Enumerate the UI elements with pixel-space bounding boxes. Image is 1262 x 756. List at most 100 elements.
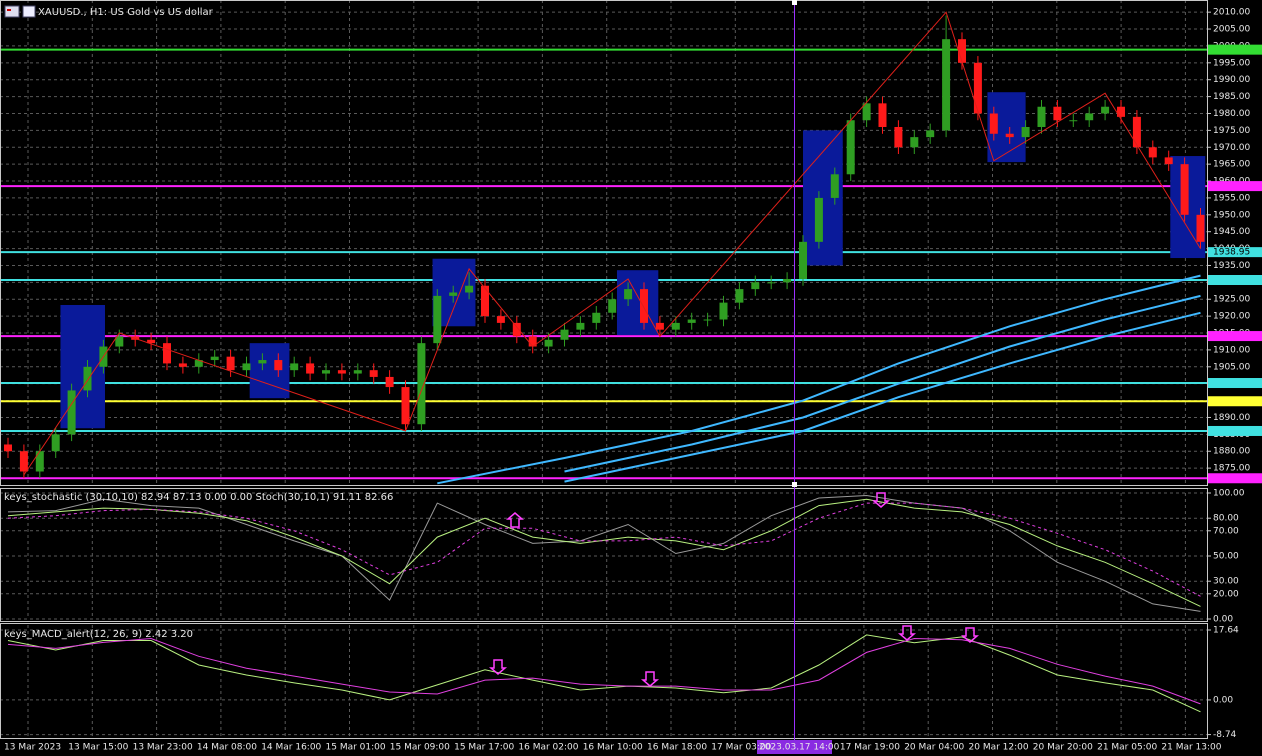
x-tick-label: 21 Mar 05:00 <box>1097 743 1157 753</box>
candle-body <box>147 339 156 344</box>
crosshair-label-bg <box>757 740 832 754</box>
y-tick-label: 1890.00 <box>1213 413 1250 423</box>
candle-body <box>67 390 76 435</box>
candle-body <box>1101 106 1110 114</box>
candle-body <box>608 299 617 313</box>
y-tick-label: 1945.00 <box>1213 227 1250 237</box>
candle-body <box>894 126 903 148</box>
x-tick-label: 14 Mar 16:00 <box>261 743 321 753</box>
chart-title: XAUUSD., H1: US Gold vs US dollar <box>38 7 214 18</box>
candle-body <box>401 387 410 425</box>
x-tick-label: 14 Mar 08:00 <box>197 743 257 753</box>
candle-body <box>528 336 537 347</box>
candle-body <box>942 39 951 131</box>
y-tick-label: 1880.00 <box>1213 447 1250 457</box>
arrow-down <box>640 671 660 687</box>
y-tick-label: 0.00 <box>1213 615 1233 625</box>
y-tick-label: 1905.00 <box>1213 362 1250 372</box>
candle-body <box>671 322 680 330</box>
x-tick-label: 13 Mar 23:00 <box>133 743 193 753</box>
x-tick-label: 13 Mar 2023 <box>4 743 61 753</box>
stochastic-panel-frame <box>0 488 1208 622</box>
candle-body <box>369 370 378 377</box>
candle-body <box>417 343 426 425</box>
window-icon[interactable] <box>22 5 36 18</box>
plot-layer <box>0 11 1207 713</box>
y-tick-label: 17.64 <box>1213 625 1239 635</box>
candle-body <box>703 319 712 321</box>
arrow-down <box>897 625 917 641</box>
candle-body <box>1132 116 1141 148</box>
y-tick-label: 1925.00 <box>1213 295 1250 305</box>
indicator-line <box>7 637 1201 705</box>
candle-body <box>353 370 362 374</box>
moving-average <box>564 294 1201 473</box>
candle-body <box>1005 133 1014 138</box>
indicator-line <box>7 634 1201 713</box>
candle-body <box>226 356 235 371</box>
moving-average <box>437 274 1201 485</box>
candle-body <box>433 295 442 344</box>
y-tick-label: 2010.00 <box>1213 8 1250 18</box>
x-tick-label: 17 Mar 03:00 <box>711 743 771 753</box>
price-level-tag <box>1208 331 1262 342</box>
x-tick-label: 16 Mar 10:00 <box>583 743 643 753</box>
candle-body <box>4 444 12 452</box>
candle-body <box>337 370 346 374</box>
candle-body <box>751 282 760 290</box>
y-tick-label: 1975.00 <box>1213 126 1250 136</box>
price-level-tag <box>1208 44 1262 55</box>
arrow-down <box>960 627 980 643</box>
zigzag-line <box>23 11 1201 476</box>
chart-icon[interactable] <box>4 5 20 18</box>
y-tick-label: 1935.00 <box>1213 261 1250 271</box>
candle-body <box>1148 147 1157 158</box>
price-level-tag <box>1208 247 1262 258</box>
candle-body <box>51 434 60 452</box>
y-tick-label: 2005.00 <box>1213 25 1250 35</box>
y-tick-label: 1990.00 <box>1213 75 1250 85</box>
candle-body <box>560 329 569 340</box>
candle-body <box>1117 106 1125 117</box>
macd-title: keys_MACD_alert(12, 26, 9) 2.42 3.20 <box>4 629 193 640</box>
candle-body <box>576 322 585 330</box>
crosshair-handle[interactable] <box>792 482 797 487</box>
candle-body <box>83 366 92 391</box>
candle-body <box>496 316 505 323</box>
zone-box <box>249 343 290 399</box>
price-level-tag <box>1208 396 1262 407</box>
candle-body <box>830 174 839 198</box>
indicator-line <box>7 498 1201 607</box>
x-tick-label: 15 Mar 01:00 <box>326 743 386 753</box>
candle-body <box>814 197 823 242</box>
candle-body <box>687 319 696 323</box>
crosshair-handle[interactable] <box>792 0 797 5</box>
candle-body <box>115 336 124 347</box>
stochastic-title: keys_stochastic (30,10,10) 82.94 87.13 0… <box>4 492 393 503</box>
y-tick-label: 1950.00 <box>1213 210 1250 220</box>
candle-body <box>210 356 219 361</box>
indicator-line <box>7 494 1201 612</box>
candle-body <box>544 339 553 347</box>
candle-body <box>163 343 171 364</box>
grid-layer <box>0 0 1207 738</box>
x-tick-label: 20 Mar 12:00 <box>969 743 1029 753</box>
y-tick-label: 80.00 <box>1213 514 1239 524</box>
x-tick-label: 16 Mar 18:00 <box>647 743 707 753</box>
candle-body <box>958 39 966 63</box>
candle-body <box>640 289 648 323</box>
candle-body <box>465 285 474 293</box>
candle-body <box>1180 164 1189 215</box>
candle-body <box>767 282 776 284</box>
x-tick-label: 16 Mar 02:00 <box>518 743 578 753</box>
main-panel-frame <box>0 0 1208 486</box>
candle-body <box>655 322 664 330</box>
candle-body <box>19 451 28 472</box>
candle-body <box>1021 126 1030 138</box>
y-tick-label: 70.00 <box>1213 526 1239 536</box>
price-level-tag <box>1208 378 1262 389</box>
x-tick-label: 17 Mar 19:00 <box>840 743 900 753</box>
candle-body <box>719 302 728 320</box>
y-tick-label: 50.00 <box>1213 552 1239 562</box>
